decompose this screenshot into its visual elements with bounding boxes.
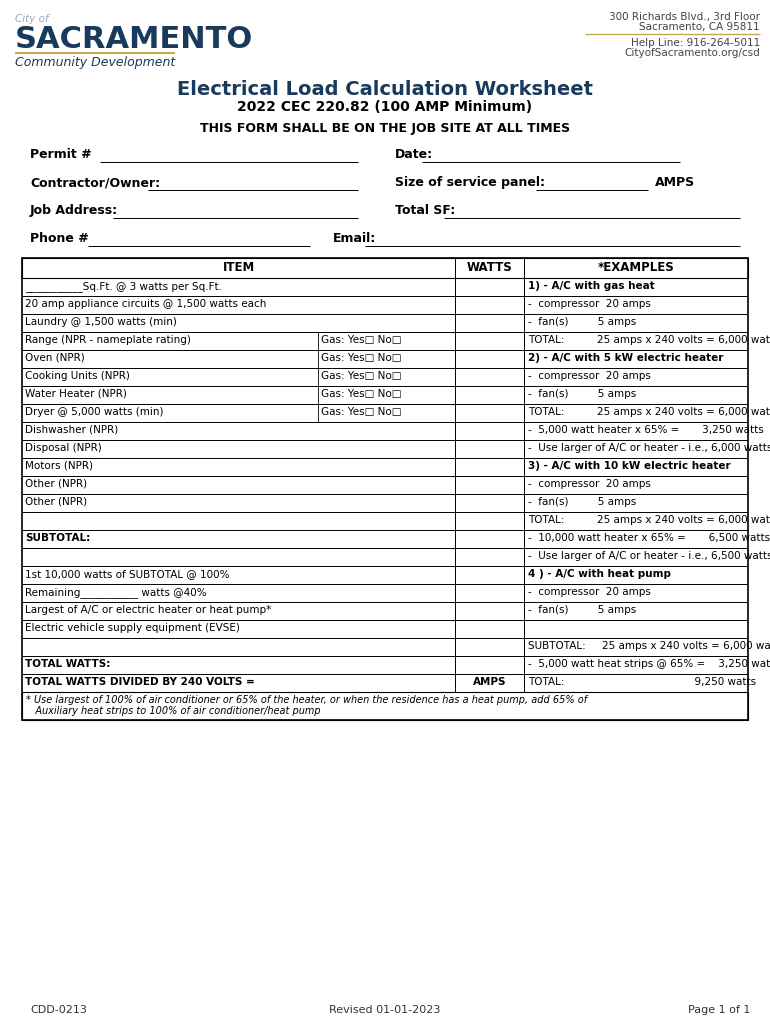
Text: Job Address:: Job Address: (30, 204, 118, 217)
Text: SUBTOTAL:: SUBTOTAL: (25, 534, 90, 543)
Text: -  fan(s)         5 amps: - fan(s) 5 amps (528, 605, 636, 615)
Text: Sacramento, CA 95811: Sacramento, CA 95811 (639, 22, 760, 32)
Text: -  Use larger of A/C or heater - i.e., 6,000 watts: - Use larger of A/C or heater - i.e., 6,… (528, 443, 770, 453)
Text: -  compressor  20 amps: - compressor 20 amps (528, 299, 651, 309)
Text: Range (NPR - nameplate rating): Range (NPR - nameplate rating) (25, 335, 191, 345)
Text: Date:: Date: (395, 148, 433, 161)
Text: Largest of A/C or electric heater or heat pump*: Largest of A/C or electric heater or hea… (25, 605, 271, 615)
Text: TOTAL:          25 amps x 240 volts = 6,000 watts: TOTAL: 25 amps x 240 volts = 6,000 watts (528, 515, 770, 525)
Text: Dryer @ 5,000 watts (min): Dryer @ 5,000 watts (min) (25, 407, 163, 417)
Text: Other (NPR): Other (NPR) (25, 497, 87, 507)
Text: TOTAL:          25 amps x 240 volts = 6,000 watts: TOTAL: 25 amps x 240 volts = 6,000 watts (528, 335, 770, 345)
Text: CDD-0213: CDD-0213 (30, 1005, 87, 1015)
Text: Gas: Yes□ No□: Gas: Yes□ No□ (321, 353, 401, 362)
Text: -  compressor  20 amps: - compressor 20 amps (528, 371, 651, 381)
Text: Contractor/Owner:: Contractor/Owner: (30, 176, 160, 189)
Text: TOTAL WATTS DIVIDED BY 240 VOLTS =: TOTAL WATTS DIVIDED BY 240 VOLTS = (25, 677, 255, 687)
Text: Cooking Units (NPR): Cooking Units (NPR) (25, 371, 130, 381)
Text: TOTAL WATTS:: TOTAL WATTS: (25, 659, 110, 669)
Text: Size of service panel:: Size of service panel: (395, 176, 545, 189)
Text: Electrical Load Calculation Worksheet: Electrical Load Calculation Worksheet (177, 80, 593, 99)
Text: Revised 01-01-2023: Revised 01-01-2023 (330, 1005, 440, 1015)
Text: Phone #: Phone # (30, 232, 89, 245)
Text: Remaining___________ watts @40%: Remaining___________ watts @40% (25, 587, 206, 598)
Text: -  fan(s)         5 amps: - fan(s) 5 amps (528, 497, 636, 507)
Text: 1st 10,000 watts of SUBTOTAL @ 100%: 1st 10,000 watts of SUBTOTAL @ 100% (25, 569, 229, 579)
Text: Electric vehicle supply equipment (EVSE): Electric vehicle supply equipment (EVSE) (25, 623, 240, 633)
Text: TOTAL:                                        9,250 watts: TOTAL: 9,250 watts (528, 677, 756, 687)
Text: -  5,000 watt heat strips @ 65% =    3,250 watts: - 5,000 watt heat strips @ 65% = 3,250 w… (528, 659, 770, 669)
Text: * Use largest of 100% of air conditioner or 65% of the heater, or when the resid: * Use largest of 100% of air conditioner… (26, 695, 587, 705)
Text: 2022 CEC 220.82 (100 AMP Minimum): 2022 CEC 220.82 (100 AMP Minimum) (237, 100, 533, 114)
Text: Permit #: Permit # (30, 148, 92, 161)
Text: CityofSacramento.org/csd: CityofSacramento.org/csd (624, 48, 760, 58)
Text: 1) - A/C with gas heat: 1) - A/C with gas heat (528, 281, 654, 291)
Text: Oven (NPR): Oven (NPR) (25, 353, 85, 362)
Text: TOTAL:          25 amps x 240 volts = 6,000 watts: TOTAL: 25 amps x 240 volts = 6,000 watts (528, 407, 770, 417)
Text: THIS FORM SHALL BE ON THE JOB SITE AT ALL TIMES: THIS FORM SHALL BE ON THE JOB SITE AT AL… (200, 122, 570, 135)
Text: 4 ) - A/C with heat pump: 4 ) - A/C with heat pump (528, 569, 671, 579)
Text: -  Use larger of A/C or heater - i.e., 6,500 watts: - Use larger of A/C or heater - i.e., 6,… (528, 551, 770, 561)
Text: ___________Sq.Ft. @ 3 watts per Sq.Ft.: ___________Sq.Ft. @ 3 watts per Sq.Ft. (25, 281, 222, 292)
Text: Gas: Yes□ No□: Gas: Yes□ No□ (321, 407, 401, 417)
Text: SUBTOTAL:     25 amps x 240 volts = 6,000 watts: SUBTOTAL: 25 amps x 240 volts = 6,000 wa… (528, 641, 770, 651)
Text: Total SF:: Total SF: (395, 204, 455, 217)
Text: *EXAMPLES: *EXAMPLES (598, 261, 675, 274)
Text: Dishwasher (NPR): Dishwasher (NPR) (25, 425, 119, 435)
Text: -  compressor  20 amps: - compressor 20 amps (528, 479, 651, 489)
Text: SACRAMENTO: SACRAMENTO (15, 25, 253, 54)
Text: Auxiliary heat strips to 100% of air conditioner/heat pump: Auxiliary heat strips to 100% of air con… (26, 706, 320, 716)
Text: Disposal (NPR): Disposal (NPR) (25, 443, 102, 453)
Text: Gas: Yes□ No□: Gas: Yes□ No□ (321, 371, 401, 381)
Text: 20 amp appliance circuits @ 1,500 watts each: 20 amp appliance circuits @ 1,500 watts … (25, 299, 266, 309)
Bar (22, 258, 748, 720)
Text: Community Development: Community Development (15, 56, 176, 69)
Text: 300 Richards Blvd., 3rd Floor: 300 Richards Blvd., 3rd Floor (609, 12, 760, 22)
Text: -  fan(s)         5 amps: - fan(s) 5 amps (528, 389, 636, 399)
Text: Laundry @ 1,500 watts (min): Laundry @ 1,500 watts (min) (25, 317, 177, 327)
Text: -  fan(s)         5 amps: - fan(s) 5 amps (528, 317, 636, 327)
Text: Water Heater (NPR): Water Heater (NPR) (25, 389, 127, 399)
Text: Motors (NPR): Motors (NPR) (25, 461, 93, 471)
Text: Gas: Yes□ No□: Gas: Yes□ No□ (321, 335, 401, 345)
Bar (22, 258, 748, 278)
Text: City of: City of (15, 14, 49, 24)
Text: Page 1 of 1: Page 1 of 1 (688, 1005, 750, 1015)
Text: Email:: Email: (333, 232, 377, 245)
Text: 2) - A/C with 5 kW electric heater: 2) - A/C with 5 kW electric heater (528, 353, 723, 362)
Text: -  10,000 watt heater x 65% =       6,500 watts: - 10,000 watt heater x 65% = 6,500 watts (528, 534, 770, 543)
Text: -  compressor  20 amps: - compressor 20 amps (528, 587, 651, 597)
Text: 3) - A/C with 10 kW electric heater: 3) - A/C with 10 kW electric heater (528, 461, 731, 471)
Bar (22, 692, 748, 720)
Text: ITEM: ITEM (223, 261, 255, 274)
Text: WATTS: WATTS (467, 261, 512, 274)
Text: AMPS: AMPS (473, 677, 506, 687)
Text: Gas: Yes□ No□: Gas: Yes□ No□ (321, 389, 401, 399)
Text: Help Line: 916-264-5011: Help Line: 916-264-5011 (631, 38, 760, 48)
Text: -  5,000 watt heater x 65% =       3,250 watts: - 5,000 watt heater x 65% = 3,250 watts (528, 425, 764, 435)
Text: Other (NPR): Other (NPR) (25, 479, 87, 489)
Text: AMPS: AMPS (655, 176, 695, 189)
